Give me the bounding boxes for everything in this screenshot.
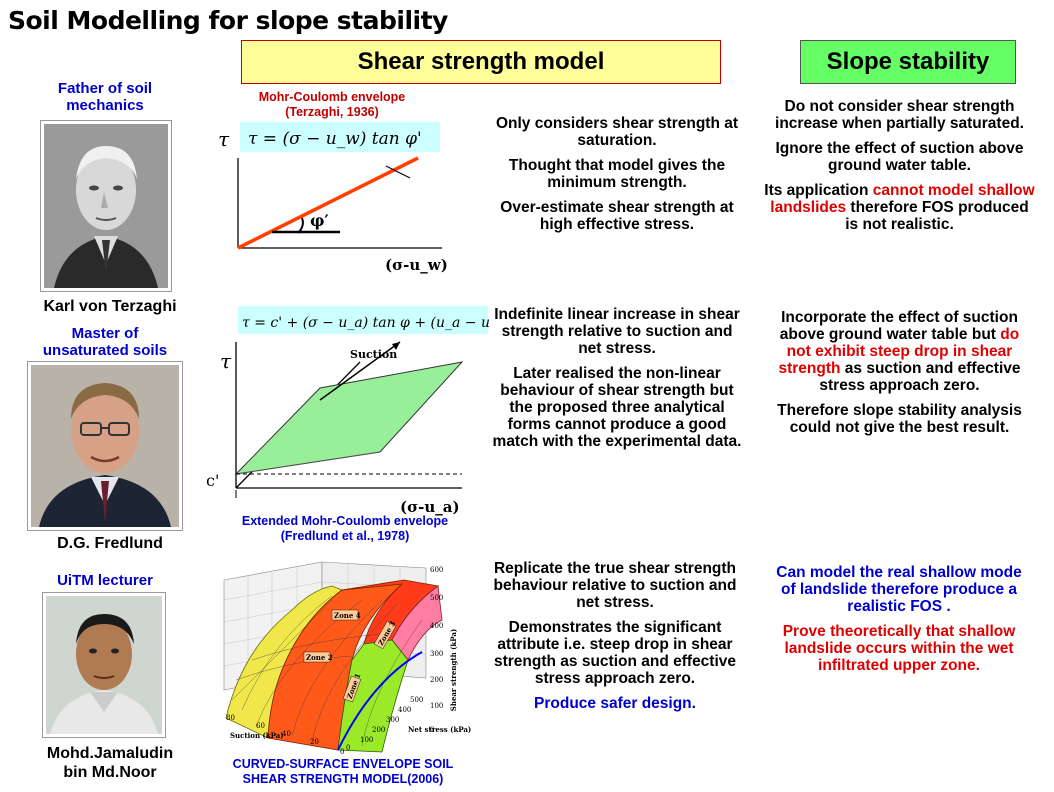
svg-text:600: 600 — [430, 566, 443, 574]
row1-shear-text: Only considers shear strength at saturat… — [495, 115, 739, 233]
row2-shear-text: Indefinite linear increase in shear stre… — [492, 306, 742, 450]
suction-axis-label: Suction (kPa) — [230, 731, 284, 740]
extended-equation: τ = c' + (σ − u_a) tan φ + (u_a − u_w) t… — [242, 315, 490, 331]
tau-label-1: τ — [218, 127, 230, 151]
svg-text:100: 100 — [430, 702, 443, 710]
svg-text:200: 200 — [372, 726, 385, 734]
slope-stability-header: Slope stability — [800, 40, 1016, 84]
row3-shear-text: Replicate the true shear strength behavi… — [493, 560, 737, 712]
mohr-coulomb-caption: Mohr-Coulomb envelope (Terzaghi, 1936) — [258, 90, 406, 119]
svg-text:300: 300 — [430, 650, 443, 658]
row3-slope-text: Can model the real shallow mode of lands… — [776, 564, 1022, 674]
surface-zone1 — [337, 639, 409, 753]
surface-zone3 — [391, 585, 443, 661]
svg-text:300: 300 — [386, 716, 399, 724]
jamaludin-photo — [42, 592, 166, 738]
mohr-envelope-line — [237, 156, 419, 250]
mohr-x-label: (σ-u_w) — [385, 256, 448, 274]
leader-arrow — [385, 165, 411, 179]
fredlund-name: D.G. Fredlund — [57, 535, 163, 552]
svg-text:200: 200 — [430, 676, 443, 684]
fredlund-role: Master of unsaturated soils — [42, 325, 168, 359]
plane-edge — [235, 451, 381, 475]
svg-text:0: 0 — [346, 744, 350, 752]
tau-label-2: τ — [220, 349, 232, 373]
svg-text:20: 20 — [310, 738, 319, 746]
jamaludin-portrait-icon — [46, 596, 162, 734]
jamaludin-role: UiTM lecturer — [57, 572, 153, 589]
row2-slope-text: Incorporate the effect of suction above … — [777, 309, 1022, 436]
curved-surface-diagram: Zone 4 Zone 3 Zone 2 Zone 1 600 500 400 … — [212, 560, 474, 756]
svg-text:400: 400 — [430, 622, 443, 630]
ext-x-label: (σ-u_a) — [400, 498, 460, 516]
zone2-label: Zone 2 — [306, 653, 333, 662]
mohr-equation-box — [240, 122, 440, 152]
svg-text:500: 500 — [430, 594, 443, 602]
phi-label: φ′ — [310, 211, 329, 230]
svg-text:100: 100 — [360, 736, 373, 744]
svg-text:60: 60 — [256, 722, 265, 730]
shear-strength-header: Shear strength model — [241, 40, 721, 84]
mohr-coulomb-diagram: τ τ = (σ − u_w) tan φ' φ′ (σ-u_w) — [218, 122, 448, 274]
suction-arrow — [319, 341, 401, 401]
terzaghi-name: Karl von Terzaghi — [43, 298, 177, 315]
curved-surface-caption: CURVED-SURFACE ENVELOPE SOIL SHEAR STRENG… — [232, 757, 454, 786]
suction-label: Suction — [350, 348, 397, 361]
zone4-label: Zone 4 — [334, 611, 361, 620]
net-stress-axis-label: Net stress (kPa) — [408, 725, 471, 734]
terzaghi-photo — [40, 120, 172, 292]
row1-slope-text: Do not consider shear strength increase … — [764, 98, 1035, 233]
terzaghi-role: Father of soil mechanics — [57, 80, 153, 114]
svg-text:0: 0 — [430, 726, 434, 734]
svg-text:40: 40 — [282, 730, 291, 738]
jamaludin-name: Mohd.Jamaludin bin Md.Noor — [46, 745, 174, 781]
mohr-equation: τ = (σ − u_w) tan φ' — [248, 129, 422, 149]
svg-text:400: 400 — [398, 706, 411, 714]
terzaghi-portrait-icon — [44, 124, 168, 288]
fredlund-photo — [27, 361, 183, 531]
svg-text:500: 500 — [410, 696, 423, 704]
svg-text:0: 0 — [340, 748, 344, 756]
extended-mohr-coulomb-diagram: τ = c' + (σ − u_a) tan φ + (u_a − u_w) t… — [206, 306, 490, 516]
svg-text:80: 80 — [226, 714, 235, 722]
extended-equation-box — [238, 306, 488, 334]
c-label: c' — [206, 471, 219, 490]
fredlund-portrait-icon — [31, 365, 179, 527]
blue-curve — [337, 651, 423, 751]
shear-axis-label: Shear strength (kPa) — [449, 629, 458, 711]
extended-caption: Extended Mohr-Coulomb envelope (Fredlund … — [241, 514, 449, 543]
page-title: Soil Modelling for slope stability — [8, 6, 448, 35]
